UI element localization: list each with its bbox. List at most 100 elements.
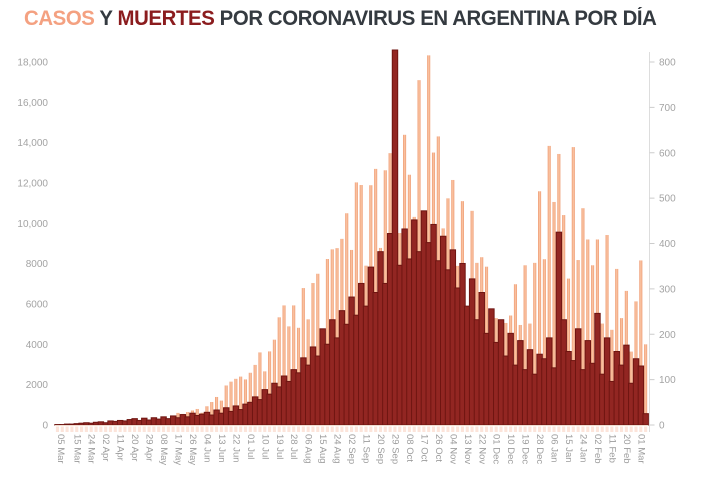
case-bar-echo [224, 426, 228, 432]
case-bar-echo [248, 426, 252, 432]
case-bar-echo [104, 426, 108, 432]
x-axis-tick-label: 20 Feb [621, 434, 632, 464]
case-bar-echo [615, 426, 619, 432]
case-bar-echo [243, 426, 248, 432]
case-bar-echo [123, 426, 127, 432]
case-bar-echo [562, 426, 566, 432]
title-word-casos: CASOS [24, 7, 95, 30]
left-axis-tick-label: 18,000 [17, 58, 48, 69]
right-axis-tick-label: 200 [659, 330, 676, 341]
case-bar-echo [619, 426, 624, 432]
x-axis-tick-label: 24 Aug [332, 434, 343, 464]
case-bar-echo [99, 426, 103, 432]
case-bar [513, 284, 518, 425]
case-bar [605, 235, 609, 425]
case-bar [243, 379, 248, 425]
left-axis-tick-label: 10,000 [17, 219, 48, 230]
case-bar-echo [258, 426, 262, 432]
case-bar [533, 262, 537, 425]
x-axis-tick-label: 11 Feb [606, 434, 617, 463]
right-axis-tick-label: 100 [659, 375, 676, 386]
x-axis-tick-label: 11 Apr [115, 434, 126, 461]
case-bar-echo [566, 426, 571, 432]
case-bar [639, 260, 643, 425]
case-bar-echo [484, 426, 489, 432]
case-bar-echo [605, 426, 609, 432]
case-bar-echo [388, 426, 392, 432]
case-bar-echo [557, 426, 561, 432]
case-bar-echo [446, 426, 450, 432]
case-bar-echo [268, 426, 272, 432]
x-axis-tick-label: 17 Oct [418, 434, 429, 462]
case-bar-echo [595, 426, 599, 432]
case-bar-echo [576, 426, 580, 432]
x-axis-tick-label: 06 Jan [549, 434, 560, 463]
case-bar-echo [60, 426, 64, 432]
case-bar-echo [436, 426, 440, 432]
case-bar-echo [321, 426, 325, 432]
case-bar-echo [504, 426, 508, 432]
case-bar-echo [340, 426, 344, 432]
case-bar-echo [441, 426, 445, 432]
case-bar [282, 305, 286, 425]
case-bar-echo [89, 426, 93, 432]
case-bar [335, 248, 339, 425]
case-bar [301, 288, 305, 425]
case-bar-echo [354, 426, 358, 432]
x-axis-tick-label: 04 Nov [447, 434, 458, 464]
case-bar-echo [374, 426, 378, 432]
case-bar-echo [205, 426, 209, 432]
x-axis-tick-label: 15 Jan [563, 434, 574, 463]
case-bar-echo [142, 426, 146, 432]
case-bar-echo [113, 426, 117, 432]
case-bar-echo [571, 426, 575, 432]
case-bar [248, 372, 252, 425]
case-bar-echo [147, 426, 151, 432]
case-bar-echo [84, 426, 88, 432]
case-bar [258, 352, 262, 425]
case-bar-echo [210, 426, 214, 432]
case-bar-echo [311, 426, 315, 432]
left-axis-tick-label: 14,000 [17, 138, 48, 149]
x-axis-tick-label: 29 Apr [144, 434, 155, 461]
case-bar-echo [316, 426, 320, 432]
case-bar-echo [369, 426, 373, 432]
case-bar-echo [417, 426, 421, 432]
right-axis-tick-label: 300 [659, 284, 676, 295]
case-bar-echo [499, 426, 503, 432]
case-bar-echo [94, 426, 98, 432]
case-bar-echo [427, 426, 431, 432]
x-axis-tick-label: 15 Mar [71, 434, 82, 464]
case-bar-echo [137, 426, 141, 432]
case-bar-echo [644, 426, 648, 432]
case-bar-echo [586, 426, 590, 432]
case-bar [268, 351, 272, 425]
left-axis-tick-label: 8000 [26, 259, 49, 270]
case-bar-echo [118, 426, 122, 432]
case-bar-echo [359, 426, 363, 432]
x-axis-tick-label: 22 Nov [476, 434, 487, 464]
case-bar [234, 378, 238, 425]
right-axis-tick-label: 800 [659, 58, 676, 69]
case-bar-echo [398, 426, 402, 432]
x-axis-tick-label: 06 Aug [303, 434, 314, 464]
x-axis-tick-label: 01 Jul [245, 434, 256, 459]
title-word-y: Y [94, 7, 118, 30]
case-bar-echo [470, 426, 474, 432]
case-bar [210, 402, 214, 425]
case-bar-echo [431, 426, 436, 432]
x-axis-tick-label: 08 May [158, 434, 169, 465]
x-axis-tick-label: 20 Sep [375, 434, 386, 464]
case-bar-echo [195, 426, 199, 432]
case-bar-echo [55, 426, 59, 432]
case-bar-echo [272, 426, 276, 432]
case-bar-echo [186, 426, 190, 432]
x-axis-tick-label: 15 Aug [317, 434, 328, 464]
case-bar-echo [70, 426, 74, 432]
x-axis-tick-label: 22 Jun [230, 434, 241, 463]
case-bar-echo [489, 426, 493, 432]
case-bar-echo [234, 426, 238, 432]
case-bar [239, 376, 243, 425]
x-axis-tick-label: 26 May [187, 434, 198, 465]
